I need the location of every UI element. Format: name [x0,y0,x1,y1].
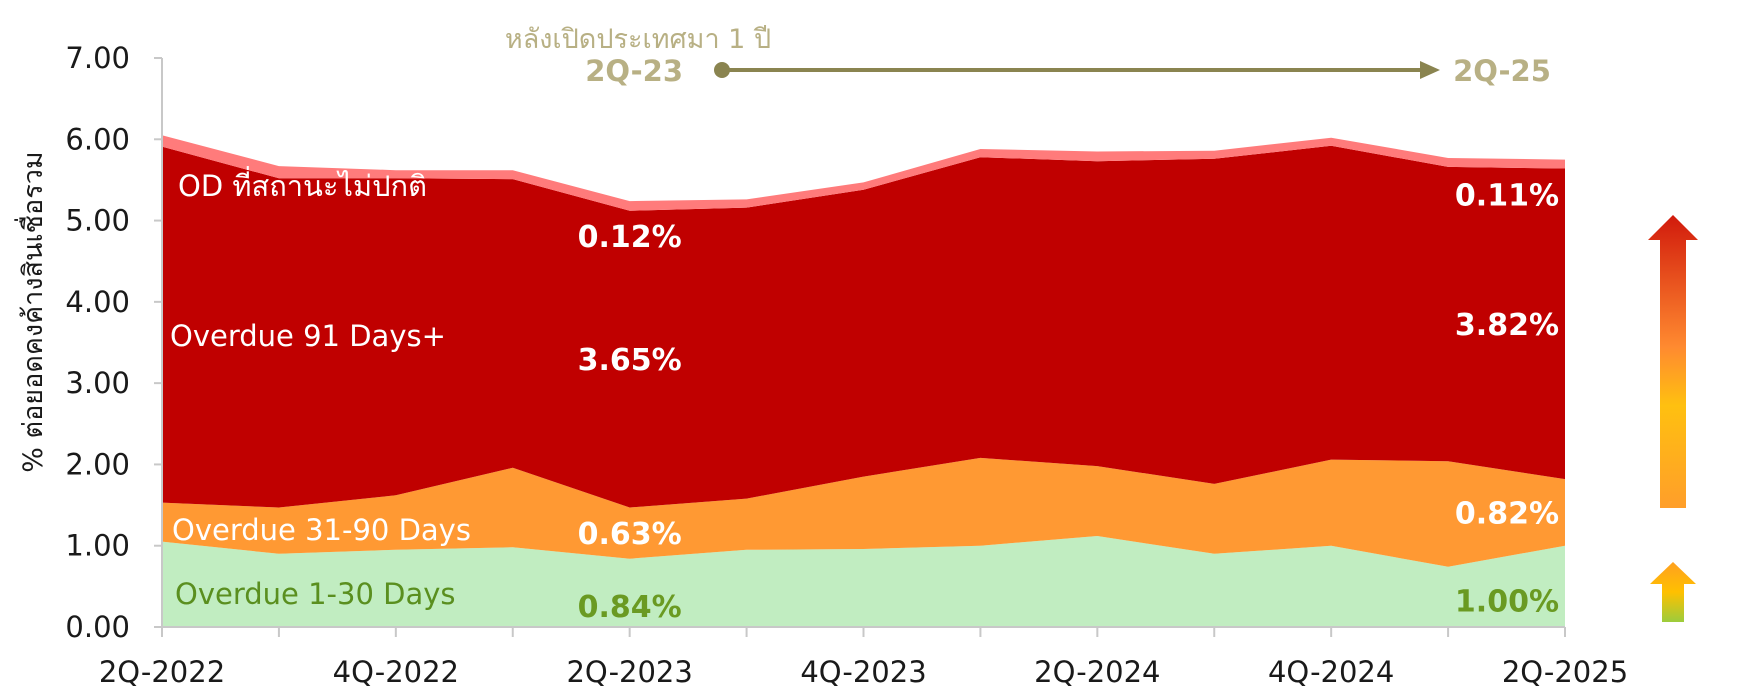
annotation-end-label: 2Q-25 [1453,54,1551,88]
y-tick-label: 3.00 [65,366,130,400]
annotation-arrow-head [1420,61,1440,79]
data-label: 1.00% [1455,584,1559,619]
data-labels-group: Overdue 1-30 Days Overdue 31-90 Days Overd… [170,166,1559,625]
data-label: 0.63% [578,517,682,552]
area-od [162,135,1565,211]
data-label: 0.84% [578,590,682,625]
x-tick-label: 2Q-2025 [1502,655,1628,689]
annotation-start-label: 2Q-23 [585,54,683,88]
axes-group: 0.00 1.00 2.00 3.00 4.00 5.00 6.00 7.00 2Q-2022 4… [65,41,1628,689]
x-tick-label: 4Q-2024 [1268,655,1394,689]
trend-arrow-large [1648,215,1698,508]
data-label: 3.82% [1455,308,1559,343]
area-overdue-91-days [162,145,1565,508]
area-series-group [162,135,1565,627]
y-tick-label: 2.00 [65,447,130,481]
series-label: OD ที่สถานะไม่ปกติ [178,166,427,203]
data-label: 0.11% [1455,179,1559,214]
up-arrow-small-icon [1650,562,1696,622]
x-tick-label: 2Q-2022 [99,655,225,689]
x-tick-label: 2Q-2023 [566,655,692,689]
trend-arrow-small [1650,562,1696,622]
y-tick-label: 1.00 [65,529,130,563]
y-tick-label: 6.00 [65,122,130,156]
y-tick-label: 0.00 [65,610,130,644]
y-axis-label: % ต่อยอดคงค้างสินเชื่อรวม [14,151,49,472]
x-tick-label: 2Q-2024 [1034,655,1160,689]
data-label: 0.12% [578,220,682,255]
series-label: Overdue 91 Days+ [170,319,446,353]
y-tick-label: 7.00 [65,41,130,75]
series-label: Overdue 31-90 Days [172,513,471,547]
annotation-text: หลังเปิดประเทศมา 1 ปี [505,24,771,55]
data-label: 0.82% [1455,496,1559,531]
x-tick-label: 4Q-2022 [333,655,459,689]
x-tick-label: 4Q-2023 [800,655,926,689]
area-overdue-1-30-days [162,536,1565,627]
data-label: 3.65% [578,343,682,378]
series-label: Overdue 1-30 Days [175,577,456,611]
y-tick-label: 5.00 [65,204,130,238]
y-tick-label: 4.00 [65,285,130,319]
annotation-timeline: หลังเปิดประเทศมา 1 ปี 2Q-23 2Q-25 [505,24,1551,88]
area-overdue-31-90-days [162,457,1565,567]
up-arrow-large-icon [1648,215,1698,508]
